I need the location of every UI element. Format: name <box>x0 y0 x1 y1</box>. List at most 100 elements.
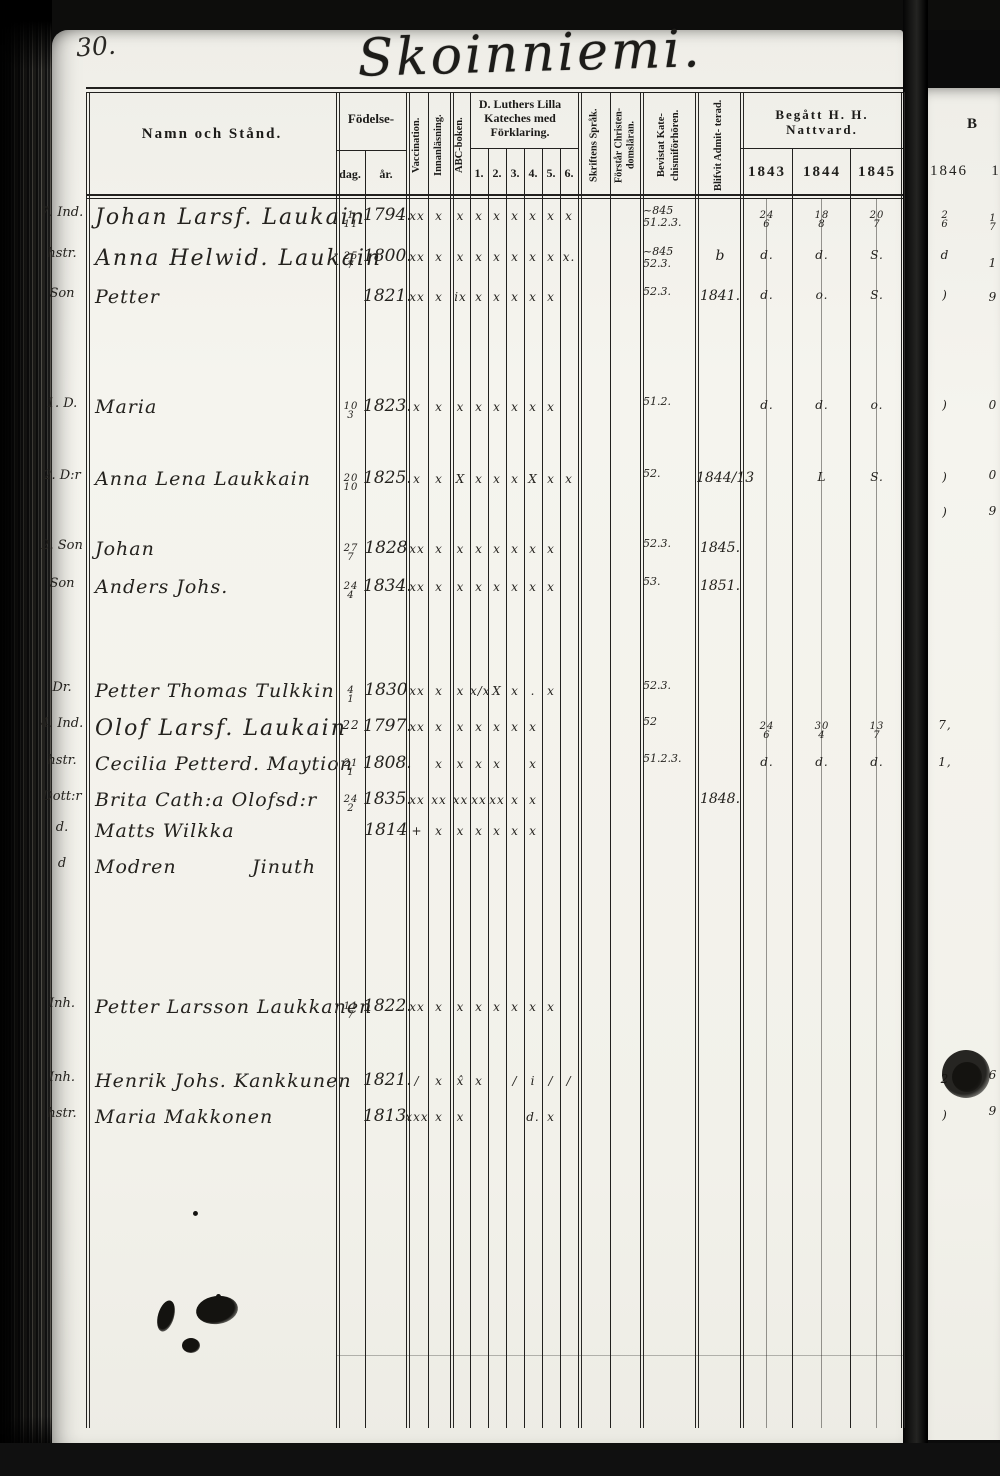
table-rule-horizontal <box>86 87 903 89</box>
mark-kateches-6: x <box>565 209 573 223</box>
note-admitterad: 1848. <box>699 791 741 807</box>
row-birth-day: 24 2 <box>343 794 359 814</box>
note-admitterad: 1841. <box>699 288 741 304</box>
note-bevistat: 51.2. <box>643 395 671 408</box>
page-gap <box>903 0 928 1476</box>
table-rule-horizontal <box>86 194 903 196</box>
mark-abc: x <box>456 400 465 414</box>
nattvard-1845: 20 7 <box>869 210 885 230</box>
note-admitterad: 1845. <box>699 540 741 556</box>
nattvard-1845: S. <box>870 470 884 484</box>
mark-kateches-4: x <box>529 720 537 734</box>
mark-innanlasning: x <box>435 472 443 486</box>
table-rule-vertical <box>640 92 644 1428</box>
table-rule-vertical <box>901 92 905 1428</box>
nattvard-1844: 18 8 <box>814 210 830 230</box>
note-bevistat: ~845 51.2.3. <box>643 204 682 229</box>
row-name: Anna Lena Laukkain <box>95 468 311 490</box>
mark-kateches-4: x <box>529 290 537 304</box>
mark-kateches-3: x <box>511 209 519 223</box>
row-birth-year: 1828 <box>364 538 408 558</box>
nattvard-1846: ) <box>942 288 948 302</box>
year-subdivider <box>876 198 877 1428</box>
mark-innanlasning: x <box>435 250 443 264</box>
mark-kateches-4: x <box>529 580 537 594</box>
mark-kateches-3: x <box>511 1000 519 1014</box>
row-margin: Dott:r <box>42 789 82 804</box>
col-begatt-nattvard: Begått H. H. Nattvard. <box>775 107 869 137</box>
ledger-row: Inh. Petter Larsson Laukkanen 11 7 1822. xx x x… <box>0 996 1000 1036</box>
table-rule-vertical <box>542 148 543 1428</box>
mark-kateches-5: x <box>547 684 555 698</box>
mark-kateches-3: x <box>511 542 519 556</box>
mark-innanlasning: x <box>435 757 443 771</box>
edge-mark: 9 <box>988 290 998 304</box>
nattvard-1843: d. <box>760 755 774 769</box>
row-name: Anders Johs. <box>95 576 229 598</box>
row-margin: Son <box>49 286 75 301</box>
table-rule-vertical <box>740 92 744 1428</box>
ink-blot <box>182 1338 200 1353</box>
nattvard-1844: 30 4 <box>814 721 830 741</box>
row-birth-day: 10 3 <box>343 401 359 421</box>
note-bevistat: 52.3. <box>643 537 671 550</box>
table-rule-vertical <box>610 92 611 1428</box>
nattvard-1845: S. <box>870 248 884 262</box>
nattvard-1845: o. <box>870 398 884 412</box>
mark-kateches-2: x <box>493 472 501 486</box>
table-rule-vertical <box>365 150 366 1428</box>
table-rule-horizontal <box>337 1355 903 1356</box>
mark-vaccination: xx <box>409 793 425 807</box>
mark-kateches-2: x <box>493 1000 501 1014</box>
mark-innanlasning: x <box>435 580 443 594</box>
row-birth-year: 1825. <box>363 468 412 488</box>
year-1845: 1845 <box>858 164 896 180</box>
mark-abc: x <box>456 824 465 838</box>
row-name: Olof Larsf. Laukain <box>95 716 347 741</box>
row-margin: d. <box>55 820 69 835</box>
mark-kateches-3: x <box>511 472 519 486</box>
nattvard-1846-extra: ) <box>942 505 948 519</box>
scan-background-bottom <box>0 1443 1000 1476</box>
mark-kateches-2: x <box>493 720 501 734</box>
ledger-row: 1. D. Maria 10 3 1823. x x x x x x x x 51.2. d. d. o.) <box>0 396 1000 436</box>
mark-vaccination: xx <box>409 1000 425 1014</box>
mark-kateches-3: x <box>511 400 519 414</box>
row-margin: hstr. <box>47 1106 77 1121</box>
col-luthers-kateches: D. Luthers Lilla Kateches med Förklaring… <box>478 97 562 139</box>
kat-col-4: 4. <box>528 166 538 180</box>
note-admitterad: 1844/13 <box>696 470 755 486</box>
row-name: Petter Larsson Laukkanen <box>95 996 373 1018</box>
note-bevistat: 52 <box>643 715 657 728</box>
mark-abc: x̂ <box>456 1074 465 1088</box>
edge-mark: 9 <box>988 1104 998 1118</box>
row-birth-year: 1830 <box>364 680 408 700</box>
nattvard-1844: d. <box>815 398 829 412</box>
nattvard-1844: L <box>817 470 827 484</box>
table-rule-vertical <box>524 148 525 1428</box>
mark-kateches-2: X <box>492 684 502 698</box>
mark-vaccination: xx <box>409 580 425 594</box>
row-name: Johan Larsf. Laukain <box>95 205 366 230</box>
row-margin: hstr. <box>47 753 77 768</box>
mark-innanlasning: x <box>435 1074 443 1088</box>
year-1843: 1843 <box>748 164 786 180</box>
mark-kateches-3: x <box>511 824 519 838</box>
mark-kateches-3: x <box>511 684 519 698</box>
row-name: Brita Cath:a Olofsd:r <box>95 789 318 811</box>
kat-col-6: 6. <box>564 166 574 180</box>
mark-kateches-1: x <box>475 824 483 838</box>
mark-kateches-4: x <box>529 542 537 556</box>
mark-vaccination: xx <box>409 209 425 223</box>
note-admitterad: b <box>715 248 725 264</box>
mark-vaccination: xx <box>409 720 425 734</box>
edge-mark: 0 <box>988 398 998 412</box>
mark-kateches-1: x <box>475 542 483 556</box>
table-rule-vertical <box>336 92 340 1428</box>
nattvard-1846: ) <box>942 398 948 412</box>
row-margin: Inh. <box>48 996 75 1011</box>
table-rule-vertical <box>850 148 851 1428</box>
